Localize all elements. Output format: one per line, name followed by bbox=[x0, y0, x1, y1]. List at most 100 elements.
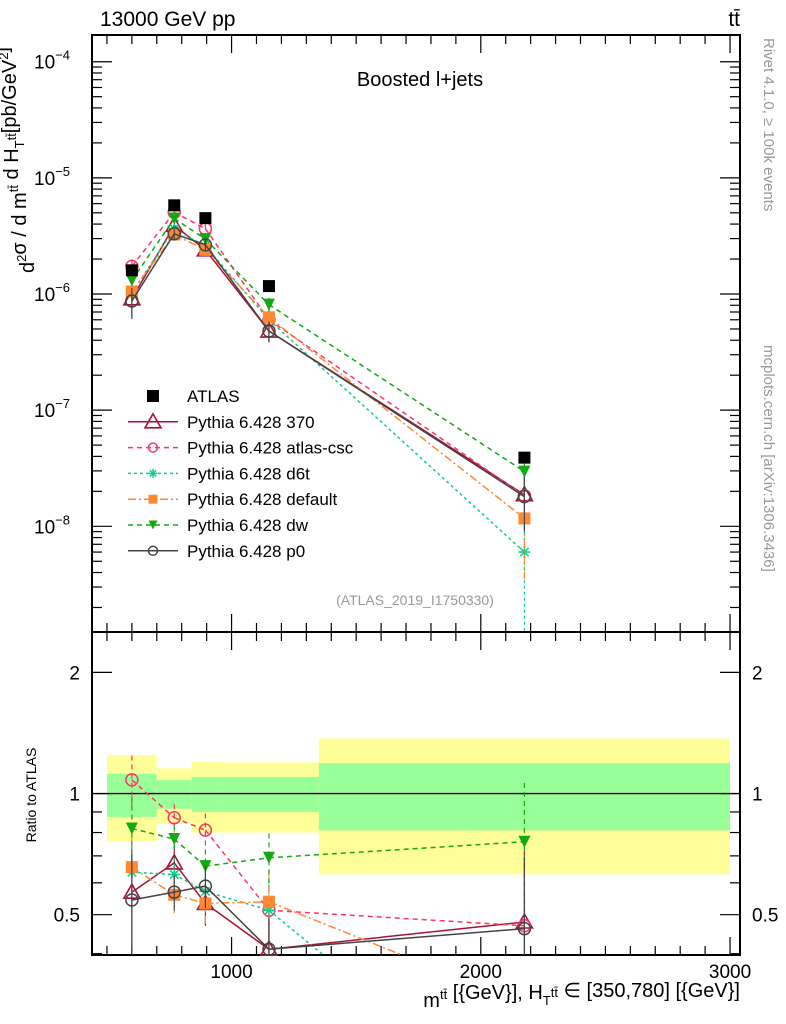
ratio-error-bands bbox=[92, 738, 740, 875]
ratio-series-line bbox=[268, 927, 525, 951]
legend-label: Pythia 6.428 atlas-csc bbox=[187, 439, 354, 458]
series-default bbox=[125, 228, 531, 580]
series-ATLAS bbox=[125, 199, 531, 464]
legend-entry: ATLAS bbox=[147, 387, 240, 406]
ratio-series-line bbox=[205, 900, 269, 905]
y-tick-label: 10−5 bbox=[34, 164, 70, 190]
series-line bbox=[131, 233, 175, 302]
x-tick-label: 3000 bbox=[709, 962, 751, 983]
series-line bbox=[131, 228, 175, 294]
stat-uncertainty-band bbox=[156, 780, 192, 809]
ratio-series-line bbox=[131, 779, 175, 819]
data-point bbox=[168, 212, 181, 225]
data-point bbox=[518, 465, 531, 478]
series-line bbox=[268, 330, 525, 498]
legend-marker bbox=[147, 390, 159, 402]
x-tick-label: 1000 bbox=[210, 962, 252, 983]
legend-label: Pythia 6.428 p0 bbox=[187, 542, 305, 561]
ratio-series-line bbox=[204, 885, 270, 950]
legend-entry: Pythia 6.428 dw bbox=[128, 516, 309, 535]
series-dw bbox=[125, 212, 531, 498]
data-point bbox=[262, 311, 275, 324]
legend-entry: Pythia 6.428 370 bbox=[128, 412, 315, 432]
data-point bbox=[518, 451, 531, 464]
ratio-series-line bbox=[131, 827, 175, 840]
ratio-series-line bbox=[131, 891, 175, 901]
legend-marker bbox=[147, 442, 159, 453]
series-line bbox=[204, 228, 270, 321]
plot-label: Boosted l+jets bbox=[357, 69, 483, 91]
data-point bbox=[167, 227, 181, 241]
legend-entry: Pythia 6.428 p0 bbox=[128, 542, 305, 561]
ratio-series-line bbox=[268, 921, 525, 951]
ratio-series-line bbox=[205, 890, 270, 911]
analysis-id: (ATLAS_2019_I1750330) bbox=[336, 592, 494, 608]
series-line bbox=[131, 218, 175, 281]
ratio-y-axis-label: Ratio to ATLAS bbox=[23, 748, 39, 843]
data-point bbox=[262, 280, 275, 293]
ratio-tick-label-right: 1 bbox=[752, 785, 763, 806]
ratio-tick-label-right: 0.5 bbox=[752, 906, 778, 927]
legend-label: Pythia 6.428 default bbox=[187, 490, 338, 509]
legend-entry: Pythia 6.428 d6t bbox=[128, 464, 310, 483]
data-point bbox=[168, 199, 181, 212]
data-point bbox=[199, 212, 212, 225]
legend-marker bbox=[148, 468, 158, 478]
ratio-data-point bbox=[125, 822, 138, 835]
series-line bbox=[204, 238, 270, 306]
ratio-series-line bbox=[173, 838, 206, 867]
ratio-data-point bbox=[167, 810, 181, 825]
process-title: tt̄ bbox=[728, 8, 740, 31]
ratio-tick-label-left: 2 bbox=[69, 663, 80, 684]
data-point bbox=[198, 238, 213, 252]
legend-marker bbox=[147, 545, 159, 557]
ratio-series-line bbox=[131, 871, 175, 876]
ratio-data-point bbox=[518, 835, 531, 848]
data-point bbox=[125, 274, 138, 287]
legend-marker bbox=[148, 494, 158, 504]
data-point bbox=[125, 294, 139, 308]
ratio-series-line bbox=[268, 840, 525, 859]
stat-uncertainty-band bbox=[191, 776, 220, 812]
energy-title: 13000 GeV pp bbox=[100, 8, 235, 31]
series-line bbox=[131, 211, 175, 267]
ratio-tick-label-right: 2 bbox=[752, 663, 763, 684]
y-tick-label: 10−4 bbox=[34, 48, 70, 74]
ratio-data-point bbox=[125, 773, 139, 787]
ratio-data-point bbox=[168, 833, 181, 846]
ratio-data-point bbox=[262, 851, 275, 864]
series-line bbox=[204, 245, 270, 321]
stat-uncertainty-band bbox=[219, 776, 319, 812]
series-line bbox=[268, 304, 525, 473]
legend-label: ATLAS bbox=[187, 387, 240, 406]
data-point bbox=[262, 324, 276, 338]
data-point bbox=[262, 298, 275, 311]
mcplots-text: mcplots.cern.ch [arXiv:1306.3436] bbox=[760, 345, 777, 572]
legend-marker bbox=[148, 520, 158, 530]
ratio-tick-label-left: 0.5 bbox=[54, 906, 80, 927]
series-p0 bbox=[125, 227, 532, 532]
ratio-data-point bbox=[199, 860, 212, 873]
ratio-plot-marks bbox=[122, 755, 534, 957]
ratio-data-point bbox=[125, 893, 139, 907]
ratio-series-line bbox=[205, 857, 270, 867]
x-tick-label: 2000 bbox=[460, 962, 502, 983]
ratio-series-line bbox=[204, 829, 270, 911]
data-point bbox=[125, 264, 138, 277]
ratio-data-point bbox=[262, 942, 276, 957]
ratio-data-point bbox=[198, 879, 213, 893]
legend-label: Pythia 6.428 d6t bbox=[187, 464, 310, 483]
ratio-data-point bbox=[198, 823, 213, 837]
ratio-series-p0 bbox=[125, 854, 532, 957]
ratio-series-d6t bbox=[125, 840, 324, 956]
legend-marker bbox=[143, 412, 163, 429]
data-point bbox=[517, 489, 532, 504]
x-axis-label: mtt̄ [{GeV}], HTtt̄ ∈ [350,780] [{GeV}] bbox=[423, 980, 740, 1012]
ratio-data-point bbox=[262, 895, 275, 908]
legend-label: Pythia 6.428 370 bbox=[187, 413, 315, 432]
series-line bbox=[204, 244, 270, 332]
ratio-data-point bbox=[167, 885, 181, 899]
legend-label: Pythia 6.428 dw bbox=[187, 516, 309, 535]
ratio-series-line bbox=[268, 901, 403, 956]
